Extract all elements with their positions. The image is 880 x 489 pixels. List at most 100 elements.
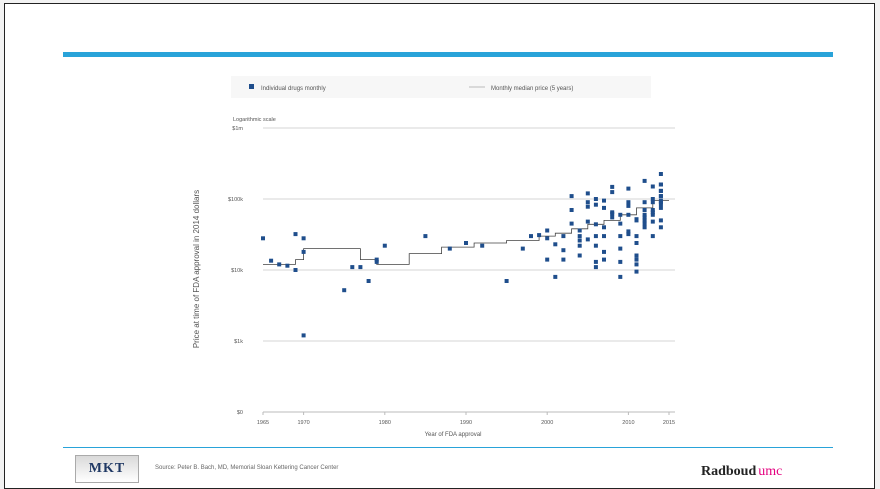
- x-tick-label: 1980: [379, 420, 391, 426]
- scatter-point: [634, 253, 639, 258]
- price-scatter-chart: Individual drugs monthly Monthly median …: [192, 76, 675, 438]
- radboudumc-logo: Radboud umc: [701, 462, 782, 480]
- scatter-point: [650, 208, 655, 212]
- legend-label-scatter: Individual drugs monthly: [261, 86, 326, 92]
- scatter-point: [577, 243, 582, 248]
- scatter-point: [602, 249, 606, 254]
- scatter-point: [618, 246, 623, 251]
- scatter-point: [602, 225, 606, 230]
- x-tick-label: 2010: [622, 420, 634, 426]
- scatter-point: [618, 259, 623, 264]
- scatter-point: [423, 234, 428, 239]
- scatter-point: [626, 200, 631, 205]
- mkt-logo: MKT: [75, 455, 139, 483]
- scatter-point: [545, 228, 550, 233]
- scatter-point: [350, 265, 355, 270]
- scatter-point: [585, 204, 590, 209]
- scatter-point: [634, 234, 639, 239]
- scatter-point: [602, 198, 606, 203]
- scatter-point: [561, 248, 566, 253]
- scatter-point: [626, 212, 631, 217]
- scatter-point: [650, 219, 655, 224]
- scatter-point: [504, 279, 509, 283]
- chart-legend: Individual drugs monthly Monthly median …: [231, 76, 651, 98]
- scatter-point: [529, 234, 533, 239]
- scatter-point: [569, 208, 574, 212]
- scatter-point: [464, 241, 468, 245]
- scale-note: Logarithmic scale: [233, 117, 276, 123]
- median-step-line: [263, 200, 669, 265]
- scatter-series: [261, 172, 663, 338]
- scatter-point: [610, 184, 615, 189]
- y-tick-label: $0: [237, 410, 243, 416]
- scatter-point: [610, 190, 615, 195]
- scatter-point: [358, 265, 363, 270]
- scatter-point: [447, 246, 452, 251]
- scatter-point: [553, 274, 558, 279]
- scatter-point: [301, 249, 306, 254]
- scatter-point: [618, 234, 623, 239]
- scatter-point: [577, 253, 582, 258]
- scatter-point: [561, 257, 566, 262]
- scatter-point: [626, 186, 631, 191]
- y-axis-label: Price at time of FDA approval in 2014 do…: [192, 190, 201, 348]
- scatter-point: [618, 221, 623, 226]
- scatter-point: [650, 200, 655, 205]
- slide: Individual drugs monthly Monthly median …: [4, 3, 875, 489]
- y-tick-label: $10k: [231, 268, 243, 274]
- scatter-point: [593, 259, 598, 264]
- x-tick-label: 2000: [541, 420, 553, 426]
- scatter-point: [577, 234, 582, 239]
- scatter-point: [602, 234, 606, 239]
- brand-name: Radboud: [701, 464, 757, 479]
- scatter-point: [642, 218, 647, 223]
- x-axis-label: Year of FDA approval: [425, 432, 482, 438]
- scatter-point: [261, 236, 265, 241]
- scatter-point: [577, 228, 582, 233]
- scatter-point: [593, 243, 598, 248]
- scatter-point: [634, 269, 639, 274]
- x-tick-label: 1990: [460, 420, 472, 426]
- scatter-point: [561, 234, 566, 239]
- scatter-point: [301, 236, 306, 241]
- scatter-point: [642, 178, 647, 183]
- scatter-point: [545, 257, 550, 262]
- scatter-point: [634, 241, 639, 245]
- scatter-point: [642, 215, 647, 220]
- scatter-point: [269, 258, 274, 263]
- scatter-point: [602, 205, 606, 210]
- scatter-point: [658, 205, 663, 210]
- scatter-point: [610, 215, 615, 220]
- scatter-point: [593, 222, 598, 227]
- scatter-point: [277, 262, 282, 267]
- scatter-point: [577, 238, 582, 243]
- y-tick-label: $1m: [232, 126, 243, 132]
- scatter-point: [650, 197, 655, 201]
- scatter-point: [626, 203, 631, 208]
- scatter-point: [642, 208, 647, 212]
- scatter-point: [634, 262, 639, 267]
- scatter-point: [285, 263, 290, 268]
- scatter-point: [593, 234, 598, 239]
- scatter-point: [658, 218, 663, 223]
- scatter-point: [618, 274, 623, 279]
- scatter-point: [537, 233, 542, 238]
- scatter-point: [658, 172, 663, 176]
- scatter-point: [658, 182, 663, 187]
- brand-suffix: umc: [758, 464, 783, 479]
- legend-frame: [231, 76, 651, 98]
- gridlines: [262, 127, 675, 415]
- scatter-point: [650, 212, 655, 217]
- scatter-point: [642, 221, 647, 226]
- y-tick-label: $100k: [228, 197, 243, 203]
- scatter-point: [545, 236, 550, 241]
- scatter-point: [593, 265, 598, 270]
- scatter-point: [658, 202, 663, 206]
- scatter-point: [569, 194, 574, 199]
- scatter-point: [366, 279, 371, 283]
- scatter-point: [626, 232, 631, 237]
- scatter-point: [658, 188, 663, 193]
- scatter-point: [293, 232, 298, 237]
- scatter-point: [634, 217, 639, 222]
- scatter-point: [585, 219, 590, 224]
